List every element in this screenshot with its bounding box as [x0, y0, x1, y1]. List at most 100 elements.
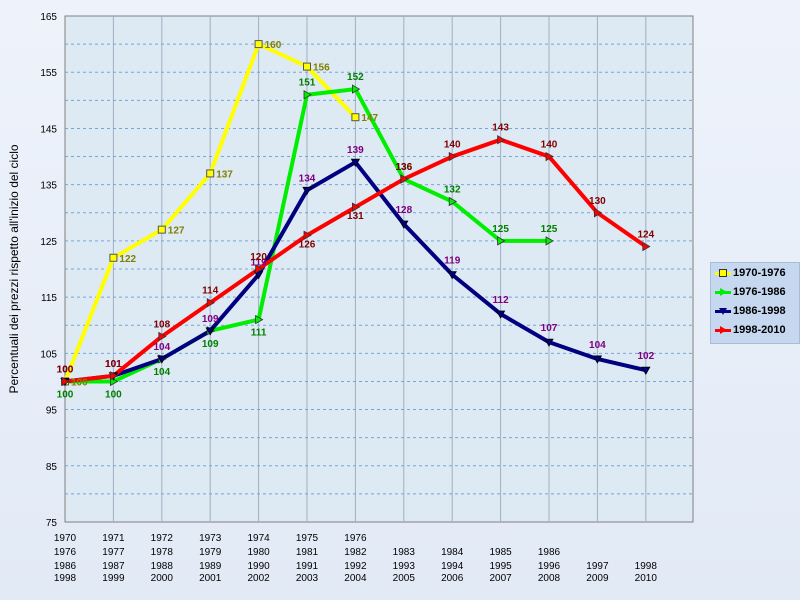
x-tick-label: 1972 [151, 533, 174, 544]
data-label: 130 [589, 196, 606, 207]
data-label: 114 [202, 286, 219, 297]
series-markers [60, 40, 651, 387]
data-point [448, 151, 458, 162]
y-tick-label: 145 [40, 124, 57, 135]
legend-label: 1998-2010 [733, 324, 786, 336]
x-tick-label: 2002 [247, 573, 270, 584]
x-tick-label: 1984 [441, 547, 464, 558]
x-axis-ticks: 1970197619861998197119771987199919721978… [54, 533, 657, 584]
x-tick-label: 1970 [54, 533, 77, 544]
gridlines [65, 16, 693, 522]
data-point [254, 40, 263, 49]
x-tick-label: 2000 [151, 573, 174, 584]
data-point [350, 158, 361, 167]
data-label: 104 [153, 367, 170, 378]
legend-label: 1970-1976 [733, 267, 786, 279]
data-point [110, 371, 119, 381]
data-point [592, 355, 603, 364]
data-label: 136 [395, 162, 412, 173]
data-label: 104 [589, 340, 606, 351]
data-point [399, 220, 409, 229]
data-label: 100 [57, 389, 74, 400]
y-axis-ticks: 75 85 95 105 115 125 135 145 155 165 [40, 12, 57, 529]
data-point [594, 208, 603, 218]
x-tick-label: 1977 [102, 547, 125, 558]
data-point [206, 169, 215, 178]
x-tick-label: 1974 [247, 533, 270, 544]
data-point [495, 310, 506, 319]
data-point [303, 230, 312, 240]
data-label: 131 [347, 211, 364, 222]
x-tick-label: 1976 [344, 533, 367, 544]
data-point [497, 236, 506, 246]
data-point [303, 90, 312, 100]
legend-label: 1986-1998 [733, 305, 786, 317]
x-tick-label: 1996 [538, 561, 561, 572]
data-label: 134 [299, 173, 316, 184]
data-label: 100 [57, 364, 74, 375]
legend-marker-icon [719, 308, 727, 315]
legend: 1970-1976 1976-1986 1986-1998 1998-2010 [710, 262, 800, 344]
legend-item: 1986-1998 [711, 302, 799, 320]
x-tick-label: 1985 [489, 547, 512, 558]
data-label: 147 [361, 113, 378, 124]
legend-item: 1976-1986 [711, 283, 799, 301]
data-label: 139 [347, 145, 364, 156]
x-tick-label: 1998 [54, 573, 77, 584]
x-tick-label: 1982 [344, 547, 367, 558]
x-tick-label: 1990 [247, 561, 270, 572]
data-point [400, 174, 409, 184]
x-tick-label: 1986 [538, 547, 561, 558]
x-tick-label: 1973 [199, 533, 222, 544]
data-point [351, 202, 361, 212]
legend-marker-icon [719, 269, 727, 277]
data-label: 108 [153, 319, 170, 330]
data-point [303, 62, 311, 71]
data-label: 125 [492, 224, 509, 235]
x-tick-label: 1992 [344, 561, 367, 572]
legend-item: 1970-1976 [711, 264, 799, 282]
x-tick-label: 1993 [393, 561, 416, 572]
data-label: 122 [119, 254, 136, 265]
x-tick-label: 1978 [151, 547, 174, 558]
data-label: 100 [57, 364, 74, 375]
data-point [641, 366, 651, 376]
y-tick-label: 135 [40, 181, 57, 192]
data-point [61, 376, 70, 387]
x-tick-label: 1986 [54, 561, 77, 572]
data-point [448, 196, 458, 207]
legend-marker-icon [720, 288, 727, 296]
data-point [545, 151, 554, 162]
data-label: 102 [637, 351, 654, 362]
data-point [255, 314, 264, 325]
x-tick-label: 1995 [489, 561, 512, 572]
y-tick-label: 115 [41, 293, 57, 304]
data-point [351, 113, 360, 122]
data-label: 136 [395, 162, 412, 173]
x-tick-label: 1989 [199, 561, 222, 572]
data-point [109, 253, 118, 262]
data-label: 119 [251, 258, 268, 269]
data-label: 126 [299, 239, 316, 250]
y-tick-label: 165 [40, 12, 57, 23]
data-point [157, 355, 167, 364]
data-point [497, 134, 506, 145]
data-label: 143 [492, 123, 509, 134]
data-label: 127 [168, 226, 185, 237]
data-label: 109 [202, 339, 219, 350]
data-label: 120 [250, 252, 267, 263]
data-label: 124 [637, 230, 654, 241]
y-tick-label: 125 [40, 237, 57, 248]
y-axis-label: Percentuali dei prezzi rispetto all'iniz… [7, 144, 21, 393]
x-tick-label: 1987 [102, 561, 125, 572]
legend-item: 1998-2010 [711, 321, 799, 339]
data-label: 132 [444, 185, 461, 196]
x-tick-label: 2003 [296, 573, 319, 584]
data-label: 140 [444, 140, 461, 151]
x-tick-label: 2006 [441, 573, 464, 584]
x-tick-label: 1988 [151, 561, 174, 572]
data-label: 137 [216, 169, 233, 180]
data-label: 156 [313, 63, 330, 74]
